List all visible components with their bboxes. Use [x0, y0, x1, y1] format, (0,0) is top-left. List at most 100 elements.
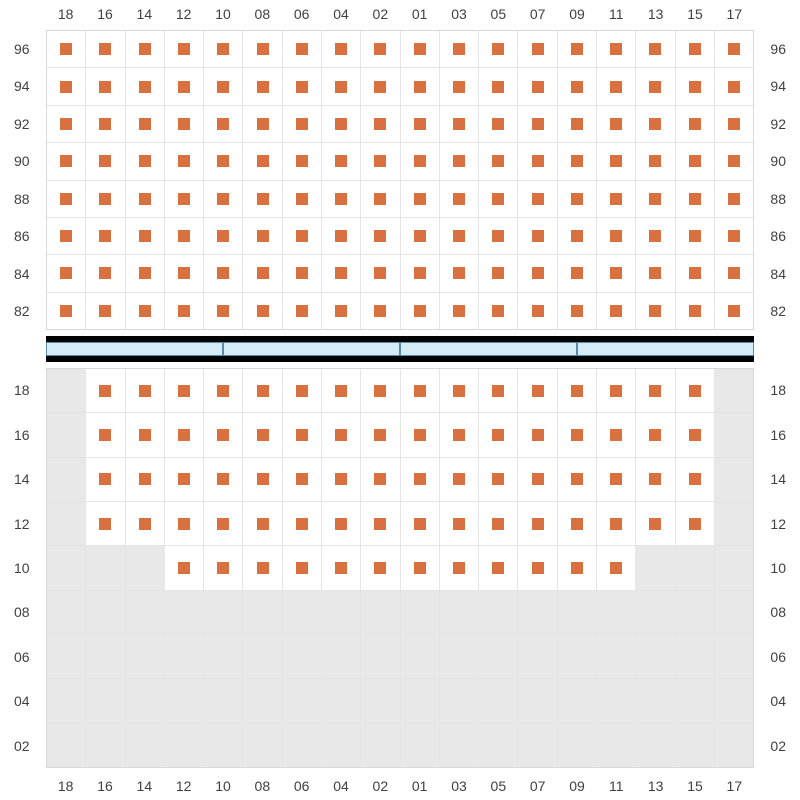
seat-cell[interactable] [360, 293, 399, 329]
seat-cell[interactable] [439, 68, 478, 104]
seat-cell[interactable] [47, 181, 85, 217]
seat-cell[interactable] [125, 458, 164, 501]
seat-cell[interactable] [517, 255, 556, 291]
seat-cell[interactable] [321, 143, 360, 179]
seat-cell[interactable] [85, 68, 124, 104]
seat-cell[interactable] [478, 143, 517, 179]
seat-cell[interactable] [282, 458, 321, 501]
seat-cell[interactable] [321, 255, 360, 291]
seat-cell[interactable] [125, 293, 164, 329]
seat-cell[interactable] [517, 68, 556, 104]
seat-cell[interactable] [557, 106, 596, 142]
seat-cell[interactable] [478, 31, 517, 67]
seat-cell[interactable] [282, 68, 321, 104]
seat-cell[interactable] [635, 106, 674, 142]
seat-cell[interactable] [125, 369, 164, 412]
seat-cell[interactable] [675, 106, 714, 142]
seat-cell[interactable] [125, 255, 164, 291]
seat-cell[interactable] [478, 181, 517, 217]
seat-cell[interactable] [517, 546, 556, 589]
seat-cell[interactable] [675, 369, 714, 412]
seat-cell[interactable] [242, 413, 281, 456]
seat-cell[interactable] [439, 458, 478, 501]
seat-cell[interactable] [675, 181, 714, 217]
seat-cell[interactable] [321, 502, 360, 545]
seat-cell[interactable] [635, 68, 674, 104]
seat-cell[interactable] [557, 31, 596, 67]
seat-cell[interactable] [85, 255, 124, 291]
seat-cell[interactable] [596, 31, 635, 67]
seat-cell[interactable] [596, 458, 635, 501]
seat-cell[interactable] [675, 68, 714, 104]
seat-cell[interactable] [360, 181, 399, 217]
seat-cell[interactable] [282, 546, 321, 589]
seat-cell[interactable] [400, 458, 439, 501]
seat-cell[interactable] [282, 106, 321, 142]
seat-cell[interactable] [400, 413, 439, 456]
seat-cell[interactable] [596, 546, 635, 589]
seat-cell[interactable] [439, 413, 478, 456]
seat-cell[interactable] [164, 293, 203, 329]
seat-cell[interactable] [478, 293, 517, 329]
seat-cell[interactable] [242, 143, 281, 179]
seat-cell[interactable] [478, 369, 517, 412]
seat-cell[interactable] [164, 181, 203, 217]
seat-cell[interactable] [164, 369, 203, 412]
seat-cell[interactable] [596, 181, 635, 217]
seat-cell[interactable] [203, 218, 242, 254]
seat-cell[interactable] [203, 255, 242, 291]
seat-cell[interactable] [85, 218, 124, 254]
seat-cell[interactable] [714, 143, 753, 179]
seat-cell[interactable] [517, 31, 556, 67]
seat-cell[interactable] [85, 31, 124, 67]
seat-cell[interactable] [282, 181, 321, 217]
seat-cell[interactable] [321, 458, 360, 501]
seat-cell[interactable] [635, 218, 674, 254]
seat-cell[interactable] [47, 143, 85, 179]
seat-cell[interactable] [714, 31, 753, 67]
seat-cell[interactable] [282, 502, 321, 545]
seat-cell[interactable] [242, 255, 281, 291]
seat-cell[interactable] [85, 413, 124, 456]
seat-cell[interactable] [321, 181, 360, 217]
seat-cell[interactable] [360, 413, 399, 456]
seat-cell[interactable] [203, 369, 242, 412]
seat-cell[interactable] [714, 68, 753, 104]
seat-cell[interactable] [675, 31, 714, 67]
seat-cell[interactable] [557, 502, 596, 545]
seat-cell[interactable] [517, 218, 556, 254]
seat-cell[interactable] [321, 369, 360, 412]
seat-cell[interactable] [557, 458, 596, 501]
seat-cell[interactable] [596, 369, 635, 412]
seat-cell[interactable] [517, 369, 556, 412]
seat-cell[interactable] [47, 106, 85, 142]
seat-cell[interactable] [360, 106, 399, 142]
seat-cell[interactable] [675, 255, 714, 291]
seat-cell[interactable] [85, 106, 124, 142]
seat-cell[interactable] [282, 413, 321, 456]
seat-cell[interactable] [242, 31, 281, 67]
seat-cell[interactable] [478, 546, 517, 589]
seat-cell[interactable] [203, 458, 242, 501]
seat-cell[interactable] [400, 218, 439, 254]
seat-cell[interactable] [478, 68, 517, 104]
seat-cell[interactable] [557, 546, 596, 589]
seat-cell[interactable] [360, 143, 399, 179]
seat-cell[interactable] [517, 181, 556, 217]
seat-cell[interactable] [400, 255, 439, 291]
seat-cell[interactable] [400, 546, 439, 589]
seat-cell[interactable] [47, 255, 85, 291]
seat-cell[interactable] [557, 181, 596, 217]
seat-cell[interactable] [635, 293, 674, 329]
seat-cell[interactable] [400, 181, 439, 217]
seat-cell[interactable] [203, 181, 242, 217]
seat-cell[interactable] [478, 458, 517, 501]
seat-cell[interactable] [557, 369, 596, 412]
seat-cell[interactable] [675, 293, 714, 329]
seat-cell[interactable] [439, 106, 478, 142]
seat-cell[interactable] [596, 413, 635, 456]
seat-cell[interactable] [242, 218, 281, 254]
seat-cell[interactable] [242, 546, 281, 589]
seat-cell[interactable] [675, 143, 714, 179]
seat-cell[interactable] [203, 413, 242, 456]
